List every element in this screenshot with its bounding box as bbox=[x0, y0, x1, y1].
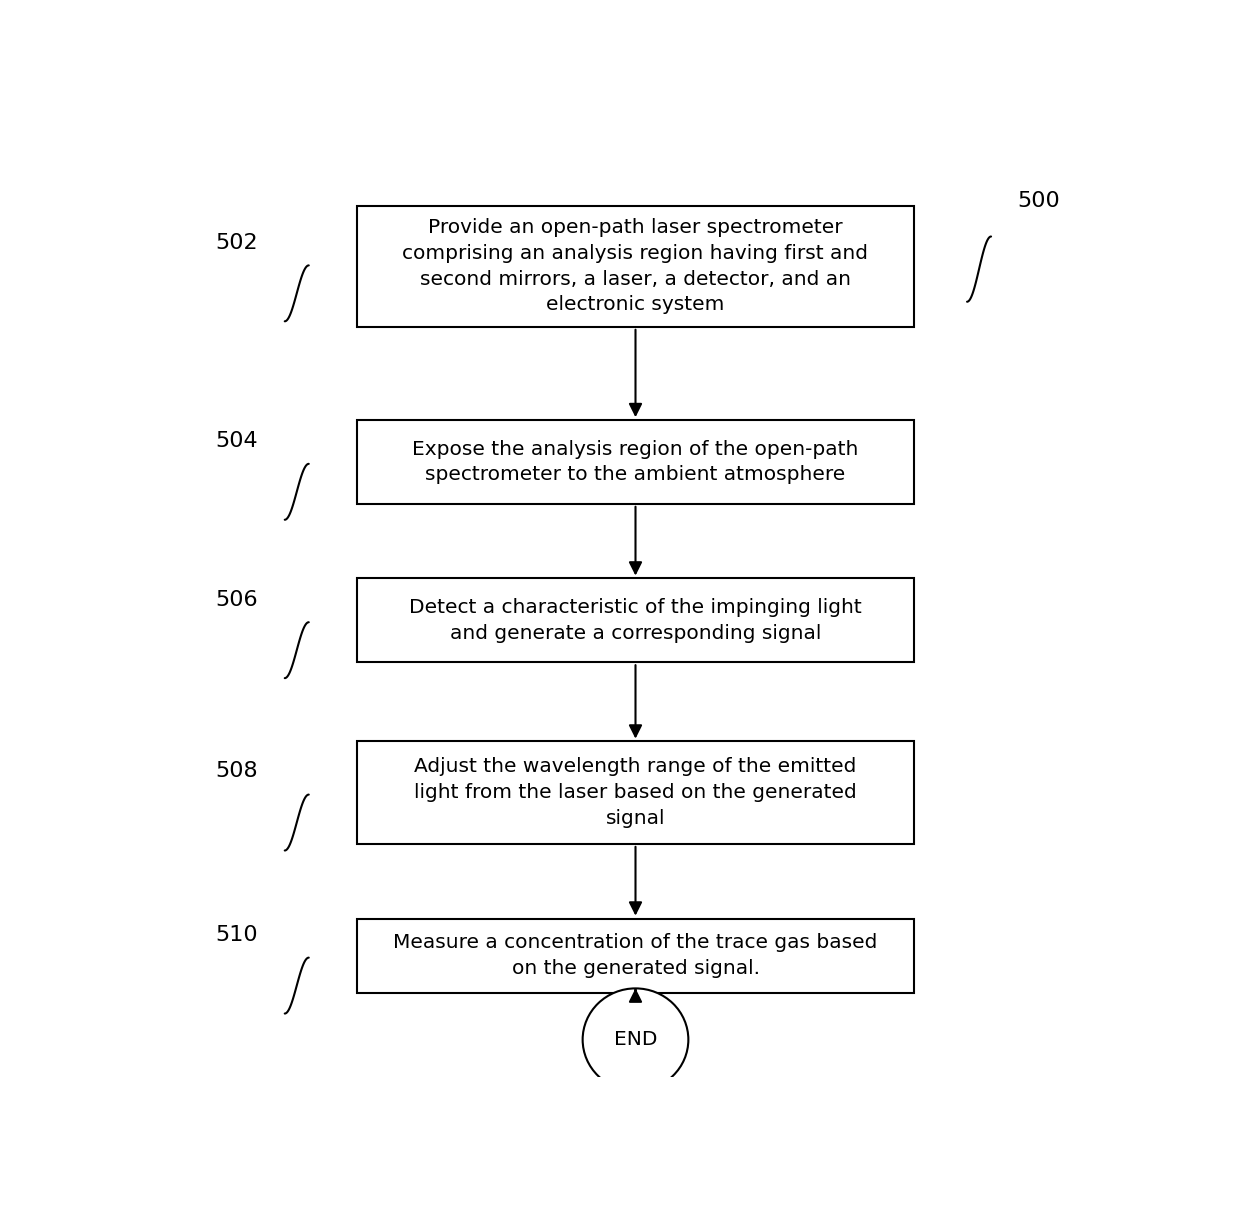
FancyBboxPatch shape bbox=[357, 420, 914, 503]
Text: 504: 504 bbox=[216, 432, 258, 451]
Text: 500: 500 bbox=[1018, 191, 1060, 211]
Text: 506: 506 bbox=[216, 589, 258, 610]
Text: Adjust the wavelength range of the emitted
light from the laser based on the gen: Adjust the wavelength range of the emitt… bbox=[414, 757, 857, 828]
Text: 510: 510 bbox=[216, 926, 258, 945]
Text: Provide an open-path laser spectrometer
comprising an analysis region having fir: Provide an open-path laser spectrometer … bbox=[403, 218, 868, 315]
Text: Expose the analysis region of the open-path
spectrometer to the ambient atmosphe: Expose the analysis region of the open-p… bbox=[413, 439, 858, 484]
Circle shape bbox=[583, 989, 688, 1091]
Text: 508: 508 bbox=[216, 761, 258, 782]
Text: Detect a characteristic of the impinging light
and generate a corresponding sign: Detect a characteristic of the impinging… bbox=[409, 598, 862, 643]
Text: 502: 502 bbox=[216, 234, 258, 253]
Text: Measure a concentration of the trace gas based
on the generated signal.: Measure a concentration of the trace gas… bbox=[393, 933, 878, 978]
Text: END: END bbox=[614, 1030, 657, 1049]
FancyBboxPatch shape bbox=[357, 918, 914, 993]
FancyBboxPatch shape bbox=[357, 206, 914, 327]
FancyBboxPatch shape bbox=[357, 578, 914, 662]
FancyBboxPatch shape bbox=[357, 742, 914, 845]
